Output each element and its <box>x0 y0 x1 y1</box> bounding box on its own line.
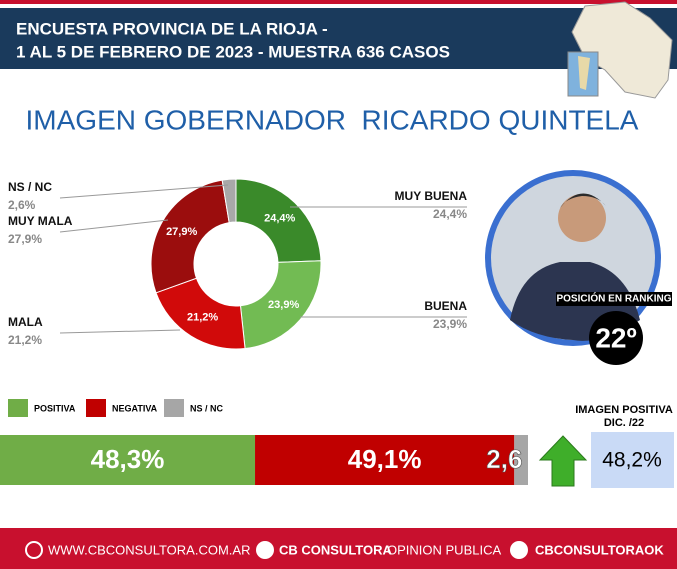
previous-title: DIC. /22 <box>604 417 644 429</box>
header-line: 1 AL 5 DE FEBRERO DE 2023 - MUESTRA 636 … <box>16 42 450 61</box>
top-stripe <box>0 0 677 4</box>
category-value: 2,6% <box>8 198 36 212</box>
ranking-band <box>556 292 672 306</box>
up-arrow <box>538 435 588 487</box>
donut-slice <box>150 179 230 294</box>
legend-swatch <box>86 399 106 417</box>
category-label: MALA <box>8 315 43 329</box>
category-label: BUENA <box>424 299 467 313</box>
category-value: 23,9% <box>433 317 467 331</box>
bar-segment <box>0 435 256 485</box>
category-value: 24,4% <box>433 207 467 221</box>
donut-slice <box>239 260 322 350</box>
footer-band <box>0 528 677 569</box>
bar-segment <box>255 435 515 485</box>
legend-label: NS / NC <box>190 403 224 413</box>
footer-web: WWW.CBCONSULTORA.COM.AR <box>48 542 250 557</box>
slice-label: 27,9% <box>166 226 197 238</box>
category-label: NS / NC <box>8 180 52 194</box>
slice-label: 24,4% <box>264 213 295 225</box>
legend-swatch <box>8 399 28 417</box>
donut-slice <box>235 178 322 263</box>
header-band <box>0 8 677 69</box>
twitter-icon <box>510 541 528 559</box>
slice-label: 23,9% <box>268 299 299 311</box>
footer-twitter: CBCONSULTORAOK <box>535 542 664 557</box>
legend-swatch <box>164 399 184 417</box>
header-line: ENCUESTA PROVINCIA DE LA RIOJA - <box>16 19 328 38</box>
bar-label: 2,6 <box>486 444 522 474</box>
legend-label: POSITIVA <box>34 403 76 413</box>
footer-facebook: OPINION PUBLICA <box>387 542 501 557</box>
ranking-label: POSICIÓN EN RANKING <box>556 292 671 305</box>
category-label: MUY MALA <box>8 214 73 228</box>
category-value: 27,9% <box>8 232 42 246</box>
leader-line <box>59 184 229 199</box>
web-icon <box>25 541 43 559</box>
leader-line <box>59 219 169 233</box>
donut-slice <box>221 178 237 224</box>
map <box>567 1 673 99</box>
footer-facebook: CB CONSULTORA <box>279 542 393 557</box>
legend-label: NEGATIVA <box>112 403 158 413</box>
bar-label: 49,1% <box>348 444 422 474</box>
facebook-icon <box>256 541 274 559</box>
ranking-badge <box>589 311 643 365</box>
previous-title: IMAGEN POSITIVA <box>575 404 673 416</box>
title: IMAGEN GOBERNADOR RICARDO QUINTELA <box>26 104 639 135</box>
bar-label: 48,3% <box>91 444 165 474</box>
slice-label: 21,2% <box>187 311 218 323</box>
leader-line <box>59 329 181 334</box>
bar-segment <box>514 435 528 485</box>
category-label: MUY BUENA <box>395 189 468 203</box>
previous-box <box>591 432 674 488</box>
category-value: 21,2% <box>8 333 42 347</box>
ranking-value: 22º <box>595 322 636 353</box>
previous-value: 48,2% <box>602 449 662 472</box>
